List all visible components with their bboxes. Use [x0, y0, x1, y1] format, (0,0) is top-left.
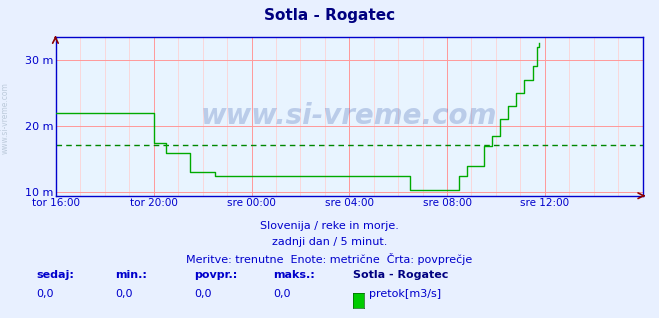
Text: pretok[m3/s]: pretok[m3/s] — [369, 289, 441, 299]
Text: povpr.:: povpr.: — [194, 270, 238, 280]
Text: zadnji dan / 5 minut.: zadnji dan / 5 minut. — [272, 237, 387, 247]
Text: Sotla - Rogatec: Sotla - Rogatec — [353, 270, 448, 280]
Text: maks.:: maks.: — [273, 270, 315, 280]
Text: Slovenija / reke in morje.: Slovenija / reke in morje. — [260, 221, 399, 231]
Text: 0,0: 0,0 — [194, 289, 212, 299]
Text: Meritve: trenutne  Enote: metrične  Črta: povprečje: Meritve: trenutne Enote: metrične Črta: … — [186, 253, 473, 265]
Text: www.si-vreme.com: www.si-vreme.com — [1, 82, 10, 154]
Text: min.:: min.: — [115, 270, 147, 280]
Text: 0,0: 0,0 — [273, 289, 291, 299]
Text: 0,0: 0,0 — [36, 289, 54, 299]
Text: Sotla - Rogatec: Sotla - Rogatec — [264, 8, 395, 23]
Text: 0,0: 0,0 — [115, 289, 133, 299]
Text: www.si-vreme.com: www.si-vreme.com — [201, 102, 498, 130]
Text: sedaj:: sedaj: — [36, 270, 74, 280]
